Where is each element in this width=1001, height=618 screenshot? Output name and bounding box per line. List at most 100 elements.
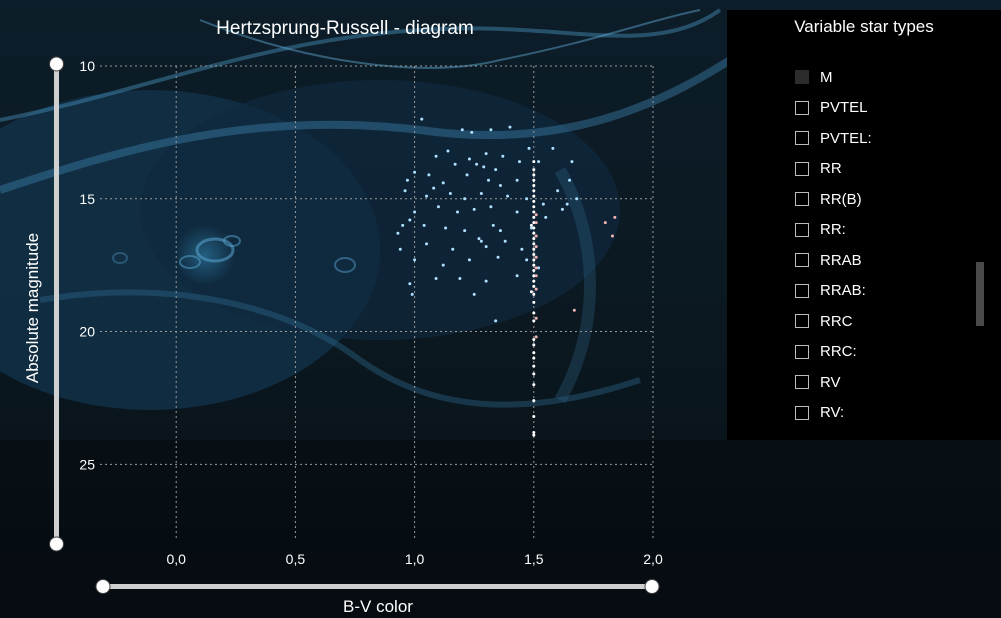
legend-item[interactable]: RRC: — [795, 337, 872, 368]
legend-checkbox[interactable] — [795, 222, 809, 237]
x-range-slider-handle[interactable] — [644, 579, 660, 594]
data-point — [489, 128, 493, 132]
data-point — [532, 258, 536, 262]
legend-item[interactable]: RR(B) — [795, 184, 872, 215]
data-point — [408, 218, 412, 222]
data-point — [532, 194, 536, 198]
data-point — [472, 292, 476, 296]
legend-item[interactable]: RRAB — [795, 245, 872, 276]
legend-item[interactable]: RV: — [795, 398, 872, 429]
legend-checkbox[interactable] — [795, 100, 809, 115]
data-point — [532, 168, 536, 172]
legend-item[interactable]: RR — [795, 154, 872, 185]
data-point — [398, 247, 402, 251]
y-axis-label: Absolute magnitude — [23, 232, 42, 384]
data-point — [420, 117, 424, 121]
data-point — [479, 191, 483, 195]
legend-scrollbar[interactable] — [976, 262, 984, 326]
data-point — [446, 149, 450, 153]
data-point — [498, 184, 502, 187]
data-point — [613, 215, 617, 219]
data-point — [484, 279, 488, 283]
legend-item-label: RR: — [820, 221, 846, 239]
data-point — [410, 292, 414, 296]
data-point — [532, 356, 536, 360]
legend-item[interactable]: PVTEL: — [795, 123, 872, 154]
data-point — [572, 308, 576, 312]
x-range-slider-handle[interactable] — [95, 579, 111, 594]
y-range-slider-handle[interactable] — [49, 56, 64, 72]
data-point — [532, 372, 536, 376]
data-point — [532, 178, 536, 182]
data-point — [532, 319, 536, 323]
data-point — [441, 181, 445, 185]
legend-checkbox[interactable] — [795, 192, 809, 207]
data-point — [496, 255, 500, 259]
x-tick-label: 0,0 — [166, 551, 186, 567]
legend-checkbox[interactable] — [795, 161, 809, 176]
data-point — [532, 160, 536, 164]
legend-item[interactable]: M — [795, 62, 872, 93]
x-range-slider-track[interactable] — [103, 584, 652, 589]
legend-item-label: RV: — [820, 404, 845, 422]
data-point — [537, 160, 541, 164]
data-point — [408, 282, 412, 286]
data-point — [472, 207, 476, 211]
data-point — [532, 199, 536, 203]
data-point — [532, 274, 536, 278]
legend-checkbox[interactable] — [795, 131, 809, 146]
data-point — [532, 210, 536, 214]
data-point — [463, 197, 467, 201]
legend-checkbox[interactable] — [795, 375, 809, 390]
data-point — [556, 189, 560, 193]
x-tick-label: 1,0 — [405, 551, 425, 567]
data-point — [506, 194, 510, 198]
data-point — [489, 205, 493, 209]
legend-item-label: RR — [820, 160, 842, 178]
data-point — [484, 245, 488, 249]
data-point — [501, 154, 505, 158]
data-point — [532, 184, 536, 187]
y-tick-label: 20 — [79, 324, 95, 340]
data-point — [436, 205, 440, 209]
data-point — [532, 399, 536, 403]
legend-item[interactable]: RV — [795, 367, 872, 398]
legend-item[interactable]: RRAB: — [795, 276, 872, 307]
data-point — [534, 245, 538, 249]
data-point — [532, 364, 536, 368]
legend-checkbox[interactable] — [795, 405, 809, 420]
x-tick-label: 1,5 — [524, 551, 544, 567]
data-point — [396, 231, 400, 235]
data-point — [434, 154, 438, 158]
data-point — [527, 146, 531, 150]
legend-item[interactable]: RR: — [795, 215, 872, 246]
data-point — [448, 191, 452, 195]
data-point — [515, 274, 519, 278]
data-point — [525, 197, 529, 201]
legend-checkbox[interactable] — [795, 283, 809, 298]
legend-item-label: PVTEL: — [820, 129, 872, 147]
legend-checkbox[interactable] — [795, 70, 809, 85]
data-point — [532, 237, 536, 241]
legend-checkbox[interactable] — [795, 253, 809, 268]
data-point — [503, 239, 507, 243]
data-point — [532, 221, 536, 225]
legend-checkbox[interactable] — [795, 314, 809, 329]
legend-item-label: RR(B) — [820, 190, 862, 208]
legend-item[interactable]: PVTEL — [795, 93, 872, 124]
data-point — [537, 266, 541, 270]
legend-item-label: RRC: — [820, 343, 857, 361]
data-point — [470, 130, 474, 134]
legend-item[interactable]: RRC — [795, 306, 872, 337]
y-range-slider-track[interactable] — [54, 64, 59, 544]
chart-title: Hertzsprung-Russell - diagram — [216, 18, 474, 39]
y-range-slider-handle[interactable] — [49, 536, 64, 552]
y-tick-label: 25 — [79, 456, 95, 472]
legend-checkbox[interactable] — [795, 344, 809, 359]
data-point — [453, 162, 457, 166]
data-point — [532, 415, 536, 419]
data-point — [475, 162, 479, 166]
legend-item-label: RRAB — [820, 251, 862, 269]
data-point — [534, 213, 538, 217]
